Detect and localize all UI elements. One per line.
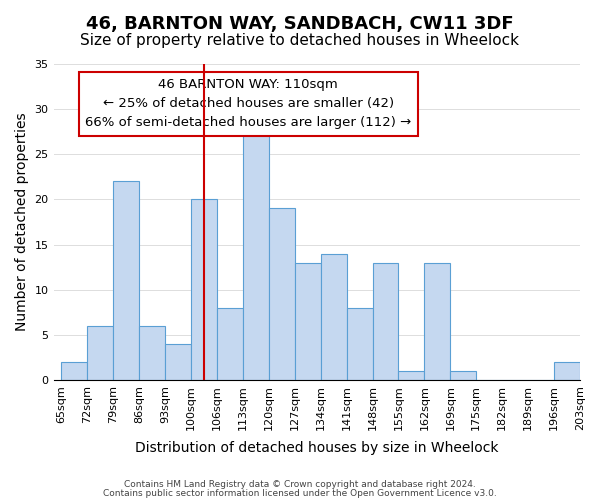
Bar — [424, 262, 451, 380]
X-axis label: Distribution of detached houses by size in Wheelock: Distribution of detached houses by size … — [135, 441, 499, 455]
Bar — [373, 262, 398, 380]
Text: Size of property relative to detached houses in Wheelock: Size of property relative to detached ho… — [80, 32, 520, 48]
Bar — [113, 182, 139, 380]
Bar — [139, 326, 165, 380]
Text: Contains HM Land Registry data © Crown copyright and database right 2024.: Contains HM Land Registry data © Crown c… — [124, 480, 476, 489]
Bar — [61, 362, 87, 380]
Bar — [87, 326, 113, 380]
Text: 46 BARNTON WAY: 110sqm
← 25% of detached houses are smaller (42)
66% of semi-det: 46 BARNTON WAY: 110sqm ← 25% of detached… — [85, 78, 412, 129]
Bar — [191, 200, 217, 380]
Text: 46, BARNTON WAY, SANDBACH, CW11 3DF: 46, BARNTON WAY, SANDBACH, CW11 3DF — [86, 15, 514, 33]
Bar — [269, 208, 295, 380]
Bar — [451, 371, 476, 380]
Bar — [320, 254, 347, 380]
Bar — [295, 262, 320, 380]
Bar — [243, 118, 269, 380]
Text: Contains public sector information licensed under the Open Government Licence v3: Contains public sector information licen… — [103, 488, 497, 498]
Bar — [554, 362, 580, 380]
Y-axis label: Number of detached properties: Number of detached properties — [15, 112, 29, 332]
Bar — [398, 371, 424, 380]
Bar — [165, 344, 191, 380]
Bar — [217, 308, 243, 380]
Bar — [347, 308, 373, 380]
